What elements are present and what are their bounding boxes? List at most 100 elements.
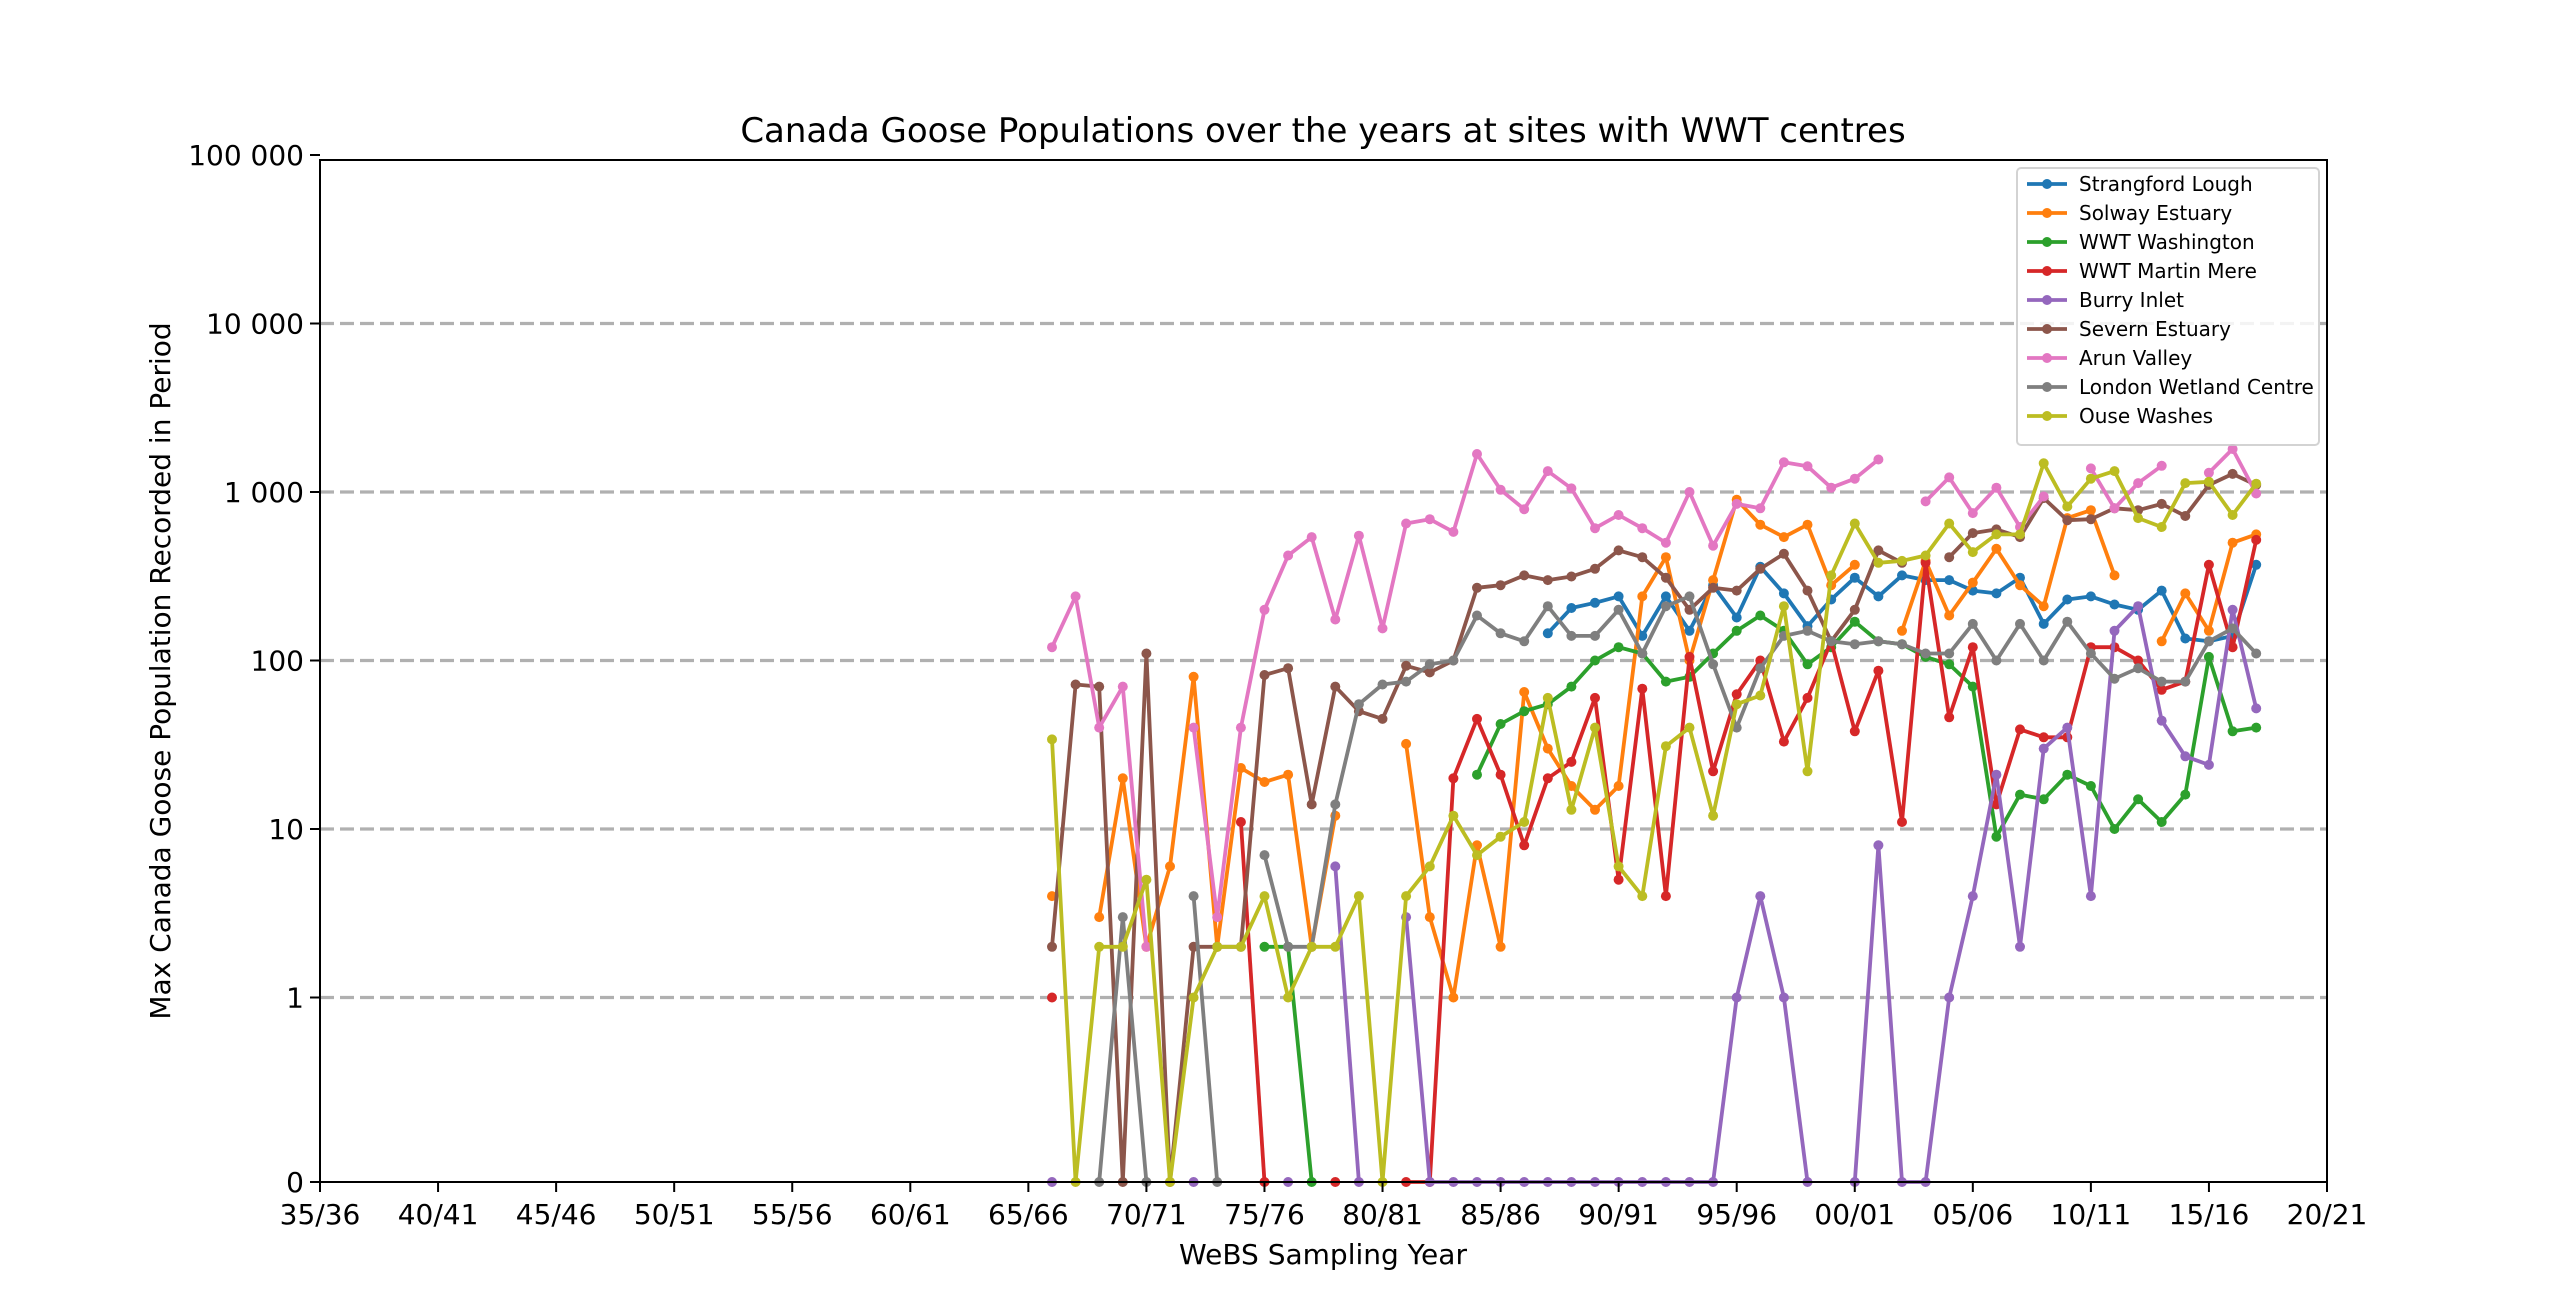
data-point xyxy=(1259,850,1270,861)
data-point xyxy=(1448,655,1459,666)
data-point xyxy=(2156,636,2167,647)
data-point xyxy=(2109,824,2120,834)
data-point xyxy=(1590,804,1600,815)
data-point xyxy=(1117,912,1128,923)
data-point xyxy=(1590,597,1600,608)
data-point xyxy=(1802,659,1813,670)
data-point xyxy=(1212,912,1223,923)
data-point xyxy=(1637,523,1648,534)
data-point xyxy=(1472,713,1482,724)
legend-item: WWT Martin Mere xyxy=(2027,259,2257,283)
data-point xyxy=(2109,503,2120,514)
data-point xyxy=(1448,773,1459,784)
data-point xyxy=(1708,582,1719,593)
data-point xyxy=(1849,559,1860,570)
data-point xyxy=(2085,648,2096,659)
series-line xyxy=(1333,866,1361,1183)
data-point xyxy=(1590,630,1600,641)
legend-label: WWT Washington xyxy=(2079,230,2255,254)
data-point xyxy=(1259,670,1270,680)
data-point xyxy=(1519,840,1530,851)
data-point xyxy=(1566,781,1577,791)
data-point xyxy=(2180,511,2191,521)
data-point xyxy=(1566,630,1577,641)
legend-marker xyxy=(2042,237,2052,247)
legend: Strangford Lough Solway Estuary WWT Washin… xyxy=(2016,167,2320,446)
data-point xyxy=(2015,789,2025,800)
data-point xyxy=(1353,699,1364,710)
data-point xyxy=(2015,529,2025,540)
data-point xyxy=(2227,468,2238,479)
data-point xyxy=(1778,601,1789,612)
data-point xyxy=(1306,799,1317,810)
data-point xyxy=(1590,523,1600,534)
legend-item: Solway Estuary xyxy=(2027,201,2232,225)
x-tick-label: 90/91 xyxy=(1578,1198,1659,1231)
x-axis-ticks: 35/36 40/41 45/46 50/51 55/56 60/61 65/66 70/71… xyxy=(280,1182,2367,1231)
x-tick-label: 55/56 xyxy=(752,1198,833,1231)
data-point xyxy=(1637,891,1648,902)
data-point xyxy=(1094,722,1105,733)
data-point xyxy=(1401,676,1412,687)
data-point xyxy=(2227,537,2238,548)
data-point xyxy=(2085,463,2096,474)
x-tick-label: 35/36 xyxy=(280,1198,361,1231)
data-point xyxy=(1070,591,1081,602)
data-point xyxy=(1991,831,2002,842)
data-point xyxy=(2203,625,2214,636)
data-point xyxy=(1590,563,1600,574)
data-point xyxy=(1283,550,1294,561)
data-point xyxy=(1849,572,1860,583)
data-point xyxy=(1590,692,1600,703)
data-point xyxy=(2156,522,2167,532)
series-line xyxy=(1264,944,1314,1183)
series-line xyxy=(2159,532,2257,643)
data-point xyxy=(1802,585,1813,596)
data-point xyxy=(1590,722,1600,733)
legend-item: Ouse Washes xyxy=(2027,404,2213,428)
data-point xyxy=(1448,810,1459,821)
data-point xyxy=(2015,941,2025,952)
data-point xyxy=(1778,532,1789,543)
data-point xyxy=(1188,891,1199,902)
data-point xyxy=(1708,540,1719,551)
data-point xyxy=(1330,861,1341,872)
data-point xyxy=(1967,508,1978,519)
data-point xyxy=(2015,724,2025,735)
data-point xyxy=(2038,618,2049,629)
data-point xyxy=(2156,817,2167,827)
data-point xyxy=(1424,514,1435,525)
y-axis-title: Max Canada Goose Population Recorded in … xyxy=(144,322,177,1019)
data-point xyxy=(1141,874,1152,885)
data-point xyxy=(1188,671,1199,682)
data-point xyxy=(1991,529,2002,540)
legend-label: London Wetland Centre xyxy=(2079,375,2314,399)
data-point xyxy=(1188,722,1199,733)
data-point xyxy=(1283,941,1294,952)
x-tick-label: 50/51 xyxy=(634,1198,715,1231)
data-point xyxy=(1684,591,1695,602)
data-point xyxy=(1070,679,1081,690)
data-point xyxy=(1448,992,1459,1003)
data-point xyxy=(1755,503,1766,514)
data-point xyxy=(1849,616,1860,627)
data-point xyxy=(2227,642,2238,653)
data-point xyxy=(2156,498,2167,509)
data-point xyxy=(1613,604,1624,615)
y-axis-ticks: 0 1 10 100 1 000 10 000 100 000 xyxy=(188,139,320,1199)
data-point xyxy=(2203,476,2214,487)
data-point xyxy=(1542,601,1553,612)
data-point xyxy=(1094,941,1105,952)
series-line xyxy=(1406,539,2259,1184)
data-point xyxy=(1967,891,1978,902)
data-point xyxy=(1873,591,1884,602)
data-point xyxy=(1542,773,1553,784)
data-point xyxy=(1944,518,1955,529)
data-point xyxy=(1259,891,1270,902)
data-point xyxy=(2109,570,2120,581)
data-point xyxy=(1944,659,1955,670)
data-point xyxy=(1920,550,1931,561)
data-point xyxy=(2251,534,2262,545)
legend-item: WWT Washington xyxy=(2027,230,2255,254)
data-point xyxy=(1826,636,1837,647)
